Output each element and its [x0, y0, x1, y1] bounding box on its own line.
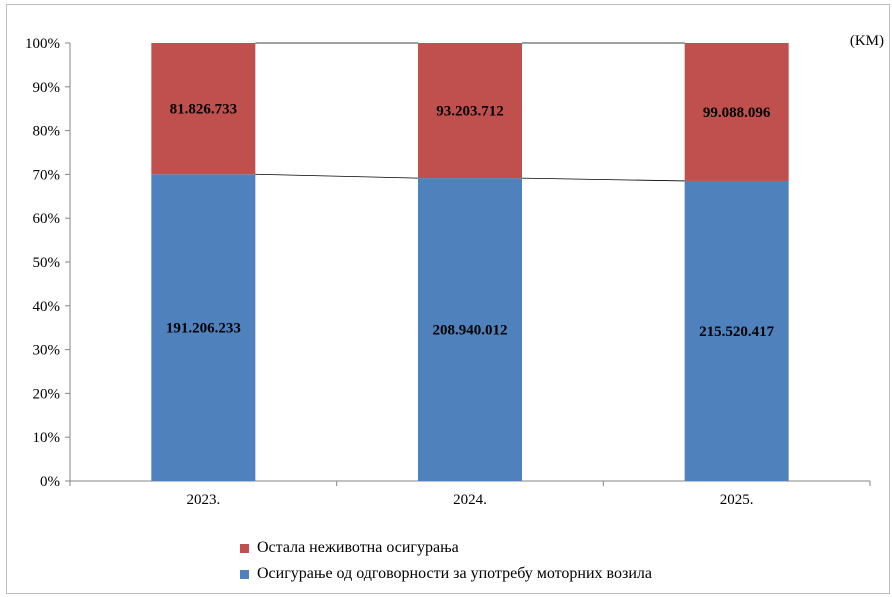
legend: Остала неживотна осигурања Осигурање од … — [240, 535, 652, 587]
data-label: 99.088.096 — [703, 105, 771, 121]
y-tick-label: 60% — [33, 211, 61, 227]
data-label: 215.520.417 — [699, 324, 775, 340]
y-tick-label: 100% — [25, 36, 60, 52]
unit-label: (KM) — [849, 33, 884, 49]
x-tick-label: 2023. — [186, 492, 220, 508]
legend-item-motor: Осигурање од одговорности за употребу мо… — [240, 561, 652, 587]
y-tick-label: 30% — [33, 343, 61, 359]
legend-label-motor: Осигурање од одговорности за употребу мо… — [257, 565, 652, 582]
x-tick-label: 2024. — [453, 492, 487, 508]
bar-segment — [684, 180, 789, 481]
data-label: 191.206.233 — [166, 321, 241, 337]
y-tick-label: 0% — [40, 474, 60, 490]
legend-swatch-motor — [240, 569, 249, 579]
bar-segment — [418, 43, 522, 179]
y-tick-label: 10% — [33, 430, 61, 446]
bar-segment — [151, 174, 256, 481]
data-label: 81.826.733 — [170, 102, 238, 118]
series-line — [255, 173, 419, 179]
y-tick-label: 50% — [33, 255, 61, 271]
legend-label-other: Остала неживотна осигурања — [257, 539, 459, 556]
y-tick-label: 20% — [33, 386, 61, 402]
bar-segment — [151, 43, 256, 175]
y-tick-label: 80% — [33, 124, 61, 140]
chart-frame — [6, 4, 890, 594]
y-tick-label: 70% — [33, 167, 61, 183]
bar-segment — [418, 178, 522, 481]
x-tick-label: 2025. — [720, 492, 754, 508]
data-label: 93.203.712 — [436, 104, 504, 120]
legend-swatch-other — [240, 543, 249, 553]
legend-item-other: Остала неживотна осигурања — [240, 535, 652, 561]
y-tick-label: 40% — [33, 299, 61, 315]
y-tick-label: 90% — [33, 80, 61, 96]
data-label: 208.940.012 — [433, 323, 508, 339]
bar-segment — [684, 43, 789, 181]
series-line — [521, 177, 685, 182]
